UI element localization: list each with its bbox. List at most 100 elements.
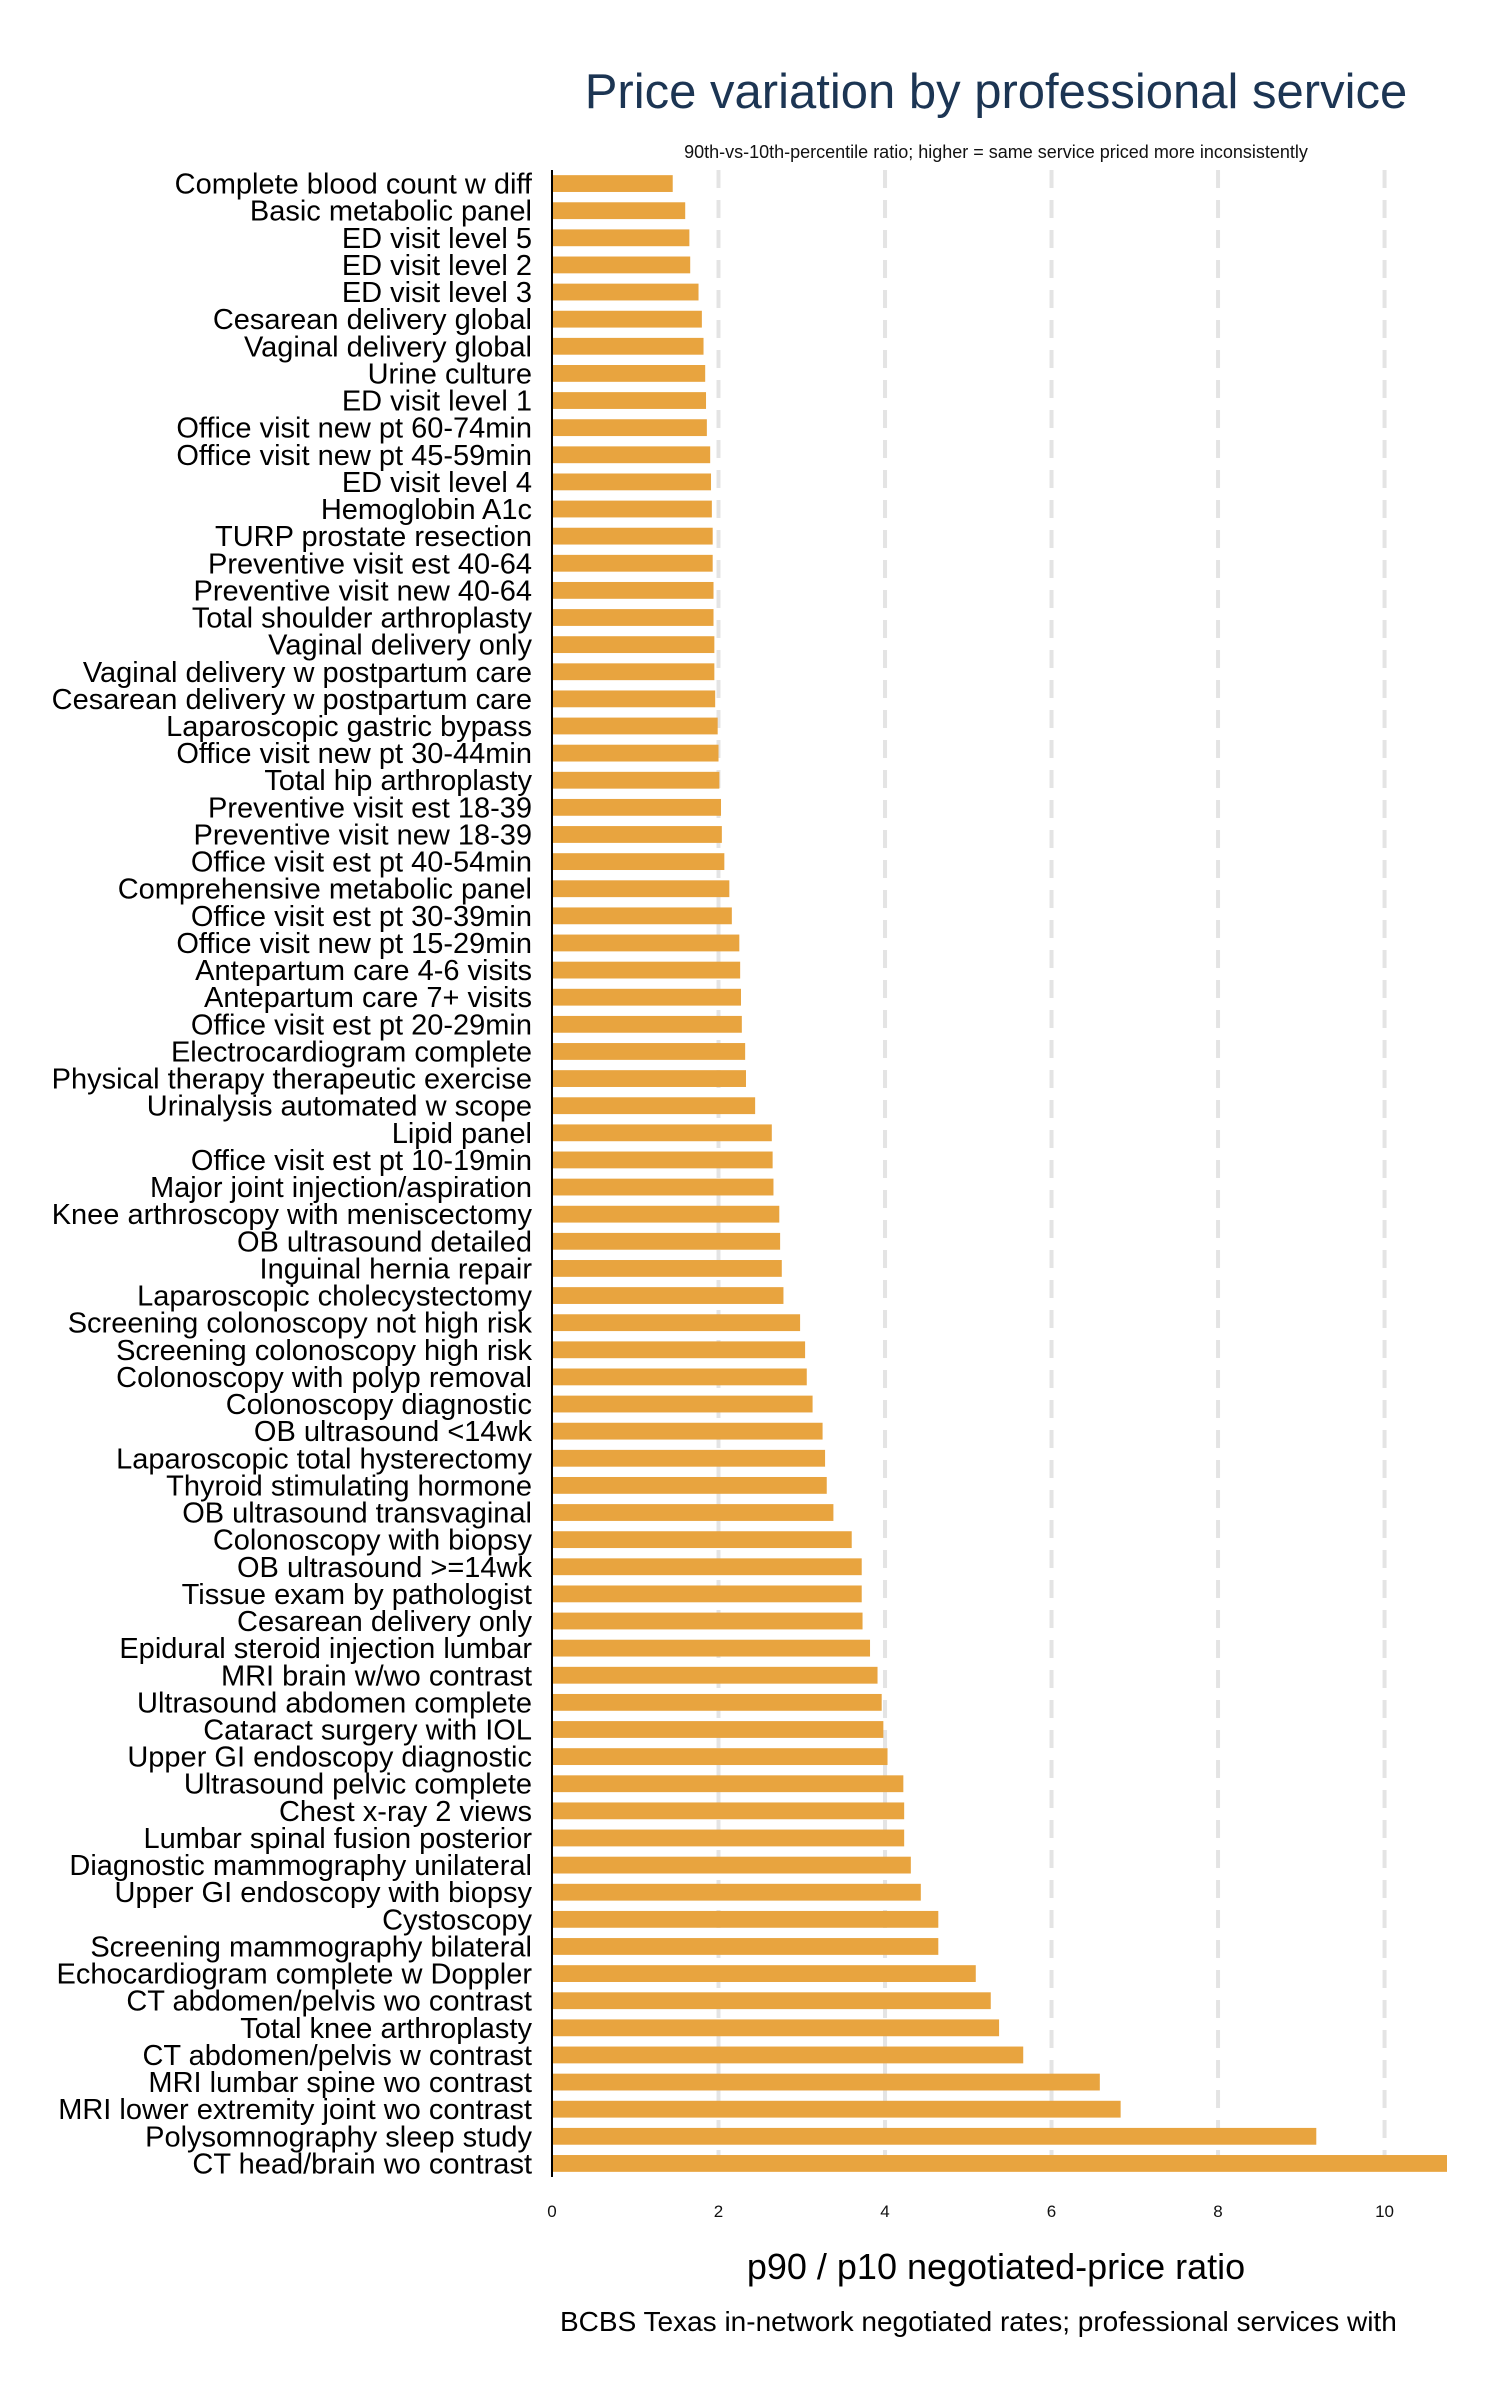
bar — [552, 229, 690, 247]
bar — [552, 1015, 742, 1033]
category-label: Complete blood count w diff — [175, 169, 533, 201]
category-label: Vaginal delivery global — [244, 331, 532, 363]
category-label: ED visit level 3 — [342, 277, 532, 309]
x-axis-label: p90 / p10 negotiated-price ratio — [747, 2246, 1245, 2287]
category-label: CT abdomen/pelvis wo contrast — [126, 1986, 532, 2018]
category-label: Office visit new pt 60-74min — [176, 413, 532, 445]
category-label: Lumbar spinal fusion posterior — [144, 1823, 533, 1855]
category-label: Preventive visit est 40-64 — [208, 548, 532, 580]
category-label: ED visit level 2 — [342, 250, 532, 282]
bar — [552, 1856, 911, 1874]
x-tick-label: 6 — [1047, 2202, 1056, 2221]
category-label: Office visit new pt 15-29min — [176, 928, 532, 960]
category-label: OB ultrasound detailed — [237, 1226, 532, 1258]
category-label: Antepartum care 4-6 visits — [195, 955, 532, 987]
bar — [552, 2046, 1024, 2064]
category-label: Office visit est pt 20-29min — [191, 1009, 532, 1041]
x-tick-label: 2 — [714, 2202, 723, 2221]
category-label: Laparoscopic gastric bypass — [166, 711, 532, 743]
category-label: Preventive visit est 18-39 — [208, 792, 532, 824]
bar — [552, 1666, 878, 1684]
bar — [552, 1232, 781, 1250]
category-label: Total knee arthroplasty — [240, 2013, 532, 2045]
category-label: MRI brain w/wo contrast — [221, 1660, 532, 1692]
category-label: Urine culture — [368, 358, 532, 390]
bar — [552, 853, 725, 871]
category-label: OB ultrasound transvaginal — [182, 1498, 532, 1530]
category-label: Office visit est pt 10-19min — [191, 1145, 532, 1177]
bar — [552, 1829, 905, 1847]
bar — [552, 1395, 813, 1413]
category-label: Upper GI endoscopy with biopsy — [115, 1877, 533, 1909]
bar — [552, 717, 718, 735]
category-label: Office visit est pt 30-39min — [191, 901, 532, 933]
bar — [552, 554, 713, 572]
bar — [552, 1558, 862, 1576]
category-label: TURP prostate resection — [215, 521, 532, 553]
category-label: Chest x-ray 2 views — [279, 1796, 532, 1828]
category-label: MRI lower extremity joint wo contrast — [58, 2094, 532, 2126]
category-label: Major joint injection/aspiration — [150, 1172, 532, 1204]
bar — [552, 1287, 784, 1304]
bar — [552, 1205, 780, 1223]
category-label: Epidural steroid injection lumbar — [119, 1633, 532, 1665]
category-label: Vaginal delivery w postpartum care — [83, 657, 532, 689]
category-label: Laparoscopic total hysterectomy — [116, 1443, 532, 1475]
category-label: Ultrasound pelvic complete — [184, 1769, 532, 1801]
category-label: ED visit level 5 — [342, 223, 532, 255]
category-label: MRI lumbar spine wo contrast — [148, 2067, 532, 2099]
category-label: Office visit est pt 40-54min — [191, 847, 532, 879]
category-label: Office visit new pt 30-44min — [176, 738, 532, 770]
bar — [552, 636, 715, 654]
bar — [552, 446, 711, 464]
bar — [552, 1585, 862, 1603]
category-label: Physical therapy therapeutic exercise — [52, 1064, 532, 1096]
bar — [552, 961, 741, 979]
bar — [552, 1476, 827, 1494]
category-label: Antepartum care 7+ visits — [204, 982, 532, 1014]
bar — [552, 283, 699, 301]
category-label: Echocardiogram complete w Doppler — [57, 1959, 533, 1991]
x-tick-label: 10 — [1375, 2202, 1394, 2221]
bar — [552, 527, 713, 545]
category-label: Comprehensive metabolic panel — [118, 874, 532, 906]
category-label: Electrocardiogram complete — [171, 1036, 532, 1068]
category-label: CT head/brain wo contrast — [192, 2148, 532, 2180]
category-label: Urinalysis automated w scope — [147, 1091, 532, 1123]
bar — [552, 934, 740, 952]
bar — [552, 419, 707, 437]
bar — [552, 1693, 882, 1711]
category-label: Cesarean delivery w postpartum care — [52, 684, 532, 716]
bar — [552, 1151, 773, 1169]
category-label: Basic metabolic panel — [250, 196, 532, 228]
category-label: Screening colonoscopy not high risk — [68, 1308, 533, 1340]
category-label: Tissue exam by pathologist — [182, 1579, 532, 1611]
category-label: Cesarean delivery only — [237, 1606, 532, 1638]
category-label: Lipid panel — [392, 1118, 532, 1150]
bar — [552, 744, 719, 762]
bar — [552, 365, 706, 382]
bar — [552, 202, 686, 220]
bar — [552, 175, 673, 192]
category-label: Total hip arthroplasty — [264, 765, 532, 797]
bar — [552, 473, 712, 491]
category-label: OB ultrasound >=14wk — [237, 1552, 533, 1584]
category-label: ED visit level 1 — [342, 386, 532, 418]
bar — [552, 1802, 905, 1820]
bar — [552, 609, 714, 626]
bar — [552, 880, 730, 898]
bar — [552, 663, 715, 681]
bar — [552, 771, 720, 789]
chart-subtitle: 90th-vs-10th-percentile ratio; higher = … — [684, 142, 1308, 162]
bar — [552, 1341, 806, 1359]
category-label: Knee arthroscopy with meniscectomy — [52, 1199, 533, 1231]
chart-title: Price variation by professional service — [585, 65, 1407, 119]
bar — [552, 1260, 782, 1277]
bar — [552, 1504, 834, 1521]
bar — [552, 1368, 807, 1386]
bar — [552, 2073, 1100, 2091]
bar — [552, 1178, 774, 1196]
category-label: Laparoscopic cholecystectomy — [137, 1281, 532, 1313]
